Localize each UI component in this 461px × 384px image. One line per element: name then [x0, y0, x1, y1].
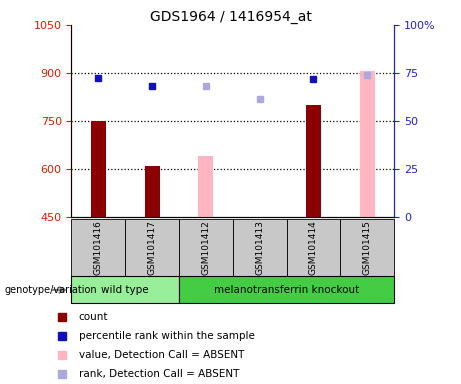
- Text: GSM101417: GSM101417: [148, 220, 157, 275]
- Text: percentile rank within the sample: percentile rank within the sample: [78, 331, 254, 341]
- FancyBboxPatch shape: [125, 219, 179, 276]
- Bar: [360, 71, 375, 217]
- Text: GSM101415: GSM101415: [363, 220, 372, 275]
- Text: GSM101414: GSM101414: [309, 220, 318, 275]
- Text: melanotransferrin knockout: melanotransferrin knockout: [214, 285, 359, 295]
- Text: value, Detection Call = ABSENT: value, Detection Call = ABSENT: [78, 350, 244, 360]
- Text: wild type: wild type: [101, 285, 149, 295]
- FancyBboxPatch shape: [71, 219, 125, 276]
- FancyBboxPatch shape: [287, 219, 340, 276]
- FancyBboxPatch shape: [179, 219, 233, 276]
- Bar: [306, 105, 321, 217]
- Text: GSM101413: GSM101413: [255, 220, 264, 275]
- Text: rank, Detection Call = ABSENT: rank, Detection Call = ABSENT: [78, 369, 239, 379]
- FancyBboxPatch shape: [233, 219, 287, 276]
- FancyBboxPatch shape: [179, 276, 394, 303]
- Text: GSM101412: GSM101412: [201, 220, 210, 275]
- Bar: [198, 156, 213, 217]
- Text: GDS1964 / 1416954_at: GDS1964 / 1416954_at: [149, 10, 312, 23]
- FancyBboxPatch shape: [71, 276, 179, 303]
- Bar: [145, 166, 160, 217]
- Text: genotype/variation: genotype/variation: [5, 285, 97, 295]
- FancyBboxPatch shape: [340, 219, 394, 276]
- Text: count: count: [78, 312, 108, 322]
- Text: GSM101416: GSM101416: [94, 220, 103, 275]
- Bar: [91, 121, 106, 217]
